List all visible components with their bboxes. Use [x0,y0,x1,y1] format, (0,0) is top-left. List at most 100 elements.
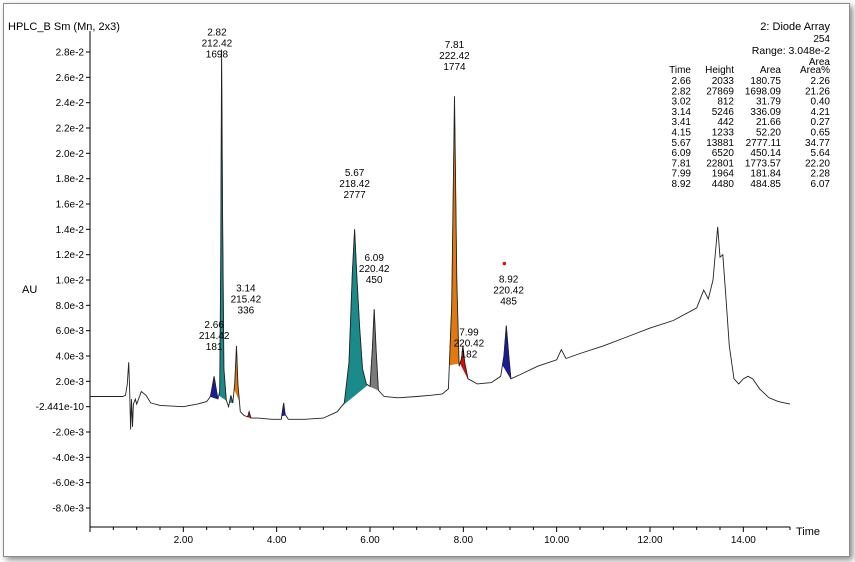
table-header-time: Time [669,65,691,76]
range-label: Range: 3.048e-2 [752,45,830,57]
table-cell: 450.14 [750,148,781,159]
y-tick-label: 1.6e-2 [56,200,85,211]
table-cell: 5.64 [811,148,831,159]
table-cell: 8.92 [672,179,692,190]
table-cell: 0.40 [811,97,831,108]
table-cell: 2.28 [811,169,831,180]
table-cell: 6.09 [672,148,692,159]
y-tick-label: 8.0e-3 [56,301,85,312]
y-tick-label: 2.0e-2 [56,149,85,160]
trace-layer [90,49,791,430]
peak-label-line: 1774 [443,62,466,73]
y-tick-label: 1.8e-2 [56,174,85,185]
y-tick-label: -4.0e-3 [52,453,84,464]
peak-label-line: 450 [366,275,383,286]
peak-label-line: 336 [238,305,255,316]
table-cell: 3.41 [672,117,692,128]
table-cell: 22801 [706,158,734,169]
y-tick-label: -2.441e-10 [36,402,85,413]
peak-label-line: 218.42 [339,179,370,190]
x-tick-label: 4.00 [267,535,287,546]
table-cell: 484.85 [750,179,781,190]
table-cell: 1964 [712,169,735,180]
peak-label-line: 5.67 [345,168,365,179]
table-cell: 27869 [706,86,734,97]
x-tick-label: 12.00 [637,535,662,546]
y-tick-label: 2.8e-2 [56,48,85,59]
table-cell: 7.81 [672,158,692,169]
peak-label-line: 181 [206,342,223,353]
table-cell: 1773.57 [745,158,782,169]
wavelength-label: 254 [813,34,830,45]
table-cell: 5.67 [672,138,692,149]
table-row: 3.02 812 31.79 0.40 [672,97,831,108]
red-marker-point [502,261,507,266]
peak-label-line: 220.42 [454,339,485,350]
table-row: 3.14 5246 336.09 4.21 [672,107,831,118]
table-cell: 1698.09 [745,86,782,97]
table-cell: 1233 [712,128,735,139]
peak-label-line: 212.42 [202,39,233,50]
y-tick-label: 2.0e-3 [56,377,85,388]
table-row: 7.99 1964 181.84 2.28 [672,169,831,180]
y-tick-label: 4.0e-3 [56,352,85,363]
peak-label-line: 2777 [343,190,366,201]
table-cell: 34.77 [805,138,830,149]
table-cell: 0.65 [811,128,831,139]
peak-fills [210,49,512,419]
y-tick-label: -2.0e-3 [52,428,84,439]
table-row: 7.81 22801 1773.57 22.20 [672,158,831,169]
table-cell: 2033 [712,76,735,87]
detector-label: 2: Diode Array [760,21,830,33]
table-row: 2.66 2033 180.75 2.26 [672,76,831,87]
table-cell: 22.20 [805,158,830,169]
peak-label-line: 222.42 [439,51,470,62]
x-tick-label: 10.00 [544,535,569,546]
table-cell: 6.07 [811,179,831,190]
table-cell: 52.20 [756,128,781,139]
chromatogram-trace [90,49,791,430]
peak-label-line: 2.66 [204,320,224,331]
y-axis-title: AU [22,284,37,296]
table-cell: 442 [717,117,734,128]
table-cell: 336.09 [750,107,781,118]
table-cell: 31.79 [756,97,781,108]
table-cell: 4.21 [811,107,831,118]
table-cell: 2.66 [672,76,692,87]
y-tick-label: -8.0e-3 [52,504,84,515]
y-tick-label: 2.4e-2 [56,98,85,109]
table-row: 4.15 1233 52.20 0.65 [672,128,831,139]
peak-label-line: 7.99 [459,328,479,339]
table-row: 8.92 4480 484.85 6.07 [672,179,831,190]
x-tick-label: 8.00 [454,535,474,546]
table-cell: 7.99 [672,169,692,180]
chart-axes: 2.8e-2 2.6e-2 2.4e-2 2.2e-2 2.0e-2 1.8e-2 1.6e… [36,31,791,546]
peak-fill-6.09 [369,309,379,391]
table-cell: 4480 [712,179,735,190]
peak-label-line: 2.82 [207,28,227,39]
table-cell: 2777.11 [746,138,782,149]
table-row: 5.67 13881 2777.11 34.77 [672,138,831,149]
peak-fill-2.66 [210,376,219,400]
table-header-height: Height [705,65,734,76]
table-cell: 21.26 [805,86,830,97]
table-cell: 180.75 [750,76,781,87]
peak-label-line: 1698 [206,50,229,61]
y-tick-label: 6.0e-3 [56,326,85,337]
table-cell: 3.02 [672,97,692,108]
table-row: 6.09 6520 450.14 5.64 [672,148,831,159]
peak-label-line: 6.09 [364,253,384,264]
x-tick-label: 6.00 [360,535,380,546]
y-tick-label: 2.2e-2 [56,124,85,135]
table-cell: 181.84 [750,169,781,180]
peak-label-line: 3.14 [236,283,256,294]
